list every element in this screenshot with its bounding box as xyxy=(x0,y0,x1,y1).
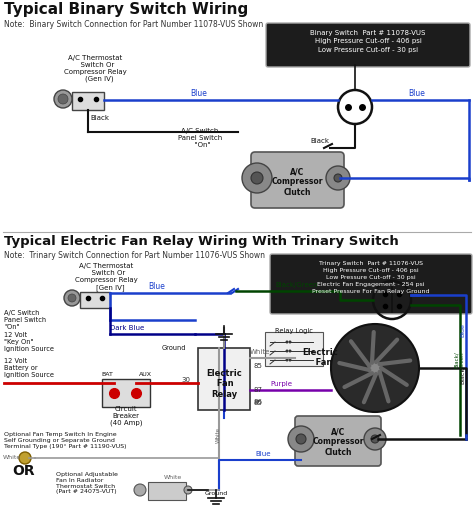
Text: Note:  Trinary Switch Connection for Part Number 11076-VUS Shown: Note: Trinary Switch Connection for Part… xyxy=(4,251,265,260)
Text: AUX: AUX xyxy=(138,372,152,377)
Circle shape xyxy=(368,361,382,375)
Circle shape xyxy=(251,172,263,184)
Circle shape xyxy=(58,94,68,104)
Text: Typical Binary Switch Wiring: Typical Binary Switch Wiring xyxy=(4,2,248,17)
Circle shape xyxy=(296,434,306,444)
Text: Purple: Purple xyxy=(270,381,292,387)
Text: 86: 86 xyxy=(254,399,263,405)
Text: Typical Electric Fan Relay Wiring With Trinary Switch: Typical Electric Fan Relay Wiring With T… xyxy=(4,235,399,248)
Bar xyxy=(80,292,110,308)
Text: A/C Switch
Panel Switch
  "On": A/C Switch Panel Switch "On" xyxy=(178,128,222,148)
Text: A/C
Compressor
Clutch: A/C Compressor Clutch xyxy=(271,167,323,197)
Circle shape xyxy=(285,340,289,343)
Text: 85: 85 xyxy=(254,363,263,369)
Text: A/C Switch
Panel Switch
"On": A/C Switch Panel Switch "On" xyxy=(4,310,46,330)
Text: Blue: Blue xyxy=(148,282,165,291)
Text: Electric
   Fan: Electric Fan xyxy=(302,347,338,367)
Text: Blue: Blue xyxy=(190,89,207,98)
Text: A/C Thermostat
  Switch Or
Compressor Relay
    [Gen IV]: A/C Thermostat Switch Or Compressor Rela… xyxy=(74,263,137,291)
Circle shape xyxy=(288,426,314,452)
Circle shape xyxy=(364,428,386,450)
Circle shape xyxy=(289,349,292,352)
Text: Blue: Blue xyxy=(408,89,425,98)
Circle shape xyxy=(331,324,419,412)
Text: Breaker: Breaker xyxy=(112,413,139,419)
Text: Black: Black xyxy=(460,367,465,384)
Circle shape xyxy=(289,359,292,362)
Circle shape xyxy=(285,349,289,352)
Text: 12 Volt
Battery or
Ignition Source: 12 Volt Battery or Ignition Source xyxy=(4,358,54,378)
Text: Relay Logic: Relay Logic xyxy=(275,328,313,334)
Text: Black: Black xyxy=(310,138,329,144)
Text: Electric
 Fan
Relay: Electric Fan Relay xyxy=(206,369,242,399)
Text: Note:  Binary Switch Connection for Part Number 11078-VUS Shown: Note: Binary Switch Connection for Part … xyxy=(4,20,263,29)
Circle shape xyxy=(371,435,379,443)
Bar xyxy=(148,482,186,500)
Circle shape xyxy=(326,166,350,190)
Circle shape xyxy=(54,90,72,108)
Text: Ground: Ground xyxy=(162,345,186,351)
Bar xyxy=(72,92,104,110)
Text: 85: 85 xyxy=(254,400,263,406)
Text: Circuit: Circuit xyxy=(115,406,137,412)
FancyBboxPatch shape xyxy=(266,23,470,67)
Text: Blue: Blue xyxy=(460,323,465,337)
Text: White: White xyxy=(216,427,221,443)
Circle shape xyxy=(289,340,292,343)
Bar xyxy=(265,332,323,366)
Circle shape xyxy=(334,174,342,182)
Text: White: White xyxy=(164,475,182,480)
Text: A/C Thermostat
  Switch Or
Compressor Relay
    (Gen IV): A/C Thermostat Switch Or Compressor Rela… xyxy=(64,55,127,82)
Text: Trinary Switch  Part # 11076-VUS
High Pressure Cut-off - 406 psi
Low Pressure Cu: Trinary Switch Part # 11076-VUS High Pre… xyxy=(312,261,430,294)
Text: White: White xyxy=(3,455,21,460)
Text: White: White xyxy=(250,349,270,355)
Text: Optional Adjustable
Fan In Radiator
Thermostat Switch
(Part # 24075-VUT): Optional Adjustable Fan In Radiator Ther… xyxy=(56,472,118,494)
Text: 87: 87 xyxy=(254,387,263,393)
Text: Dark Blue: Dark Blue xyxy=(110,325,144,331)
Bar xyxy=(102,379,150,407)
Text: Blue: Blue xyxy=(255,451,271,457)
Text: Black: Black xyxy=(90,115,109,121)
Circle shape xyxy=(184,486,192,494)
FancyBboxPatch shape xyxy=(295,416,381,466)
Circle shape xyxy=(134,484,146,496)
Circle shape xyxy=(19,452,31,464)
Circle shape xyxy=(68,294,76,302)
Text: BAT: BAT xyxy=(101,372,113,377)
FancyBboxPatch shape xyxy=(251,152,344,208)
Text: Black/Green: Black/Green xyxy=(275,282,318,288)
Text: OR: OR xyxy=(12,464,35,478)
Text: Optional Fan Temp Switch In Engine
Self Grounding or Separate Ground
Terminal Ty: Optional Fan Temp Switch In Engine Self … xyxy=(4,432,127,448)
Text: 12 Volt
"Key On"
Ignition Source: 12 Volt "Key On" Ignition Source xyxy=(4,332,54,352)
Text: 30: 30 xyxy=(181,377,190,383)
Circle shape xyxy=(285,359,289,362)
Text: (40 Amp): (40 Amp) xyxy=(110,419,142,426)
Circle shape xyxy=(64,290,80,306)
Text: Binary Switch  Part # 11078-VUS
High Pressure Cut-off - 406 psi
Low Pressure Cut: Binary Switch Part # 11078-VUS High Pres… xyxy=(310,30,426,53)
Text: Ground: Ground xyxy=(204,491,228,496)
Circle shape xyxy=(242,163,272,193)
Text: Black/
Green: Black/ Green xyxy=(454,351,465,368)
Bar xyxy=(198,348,250,410)
FancyBboxPatch shape xyxy=(270,254,472,314)
Text: A/C
Compressor
Clutch: A/C Compressor Clutch xyxy=(312,427,364,457)
